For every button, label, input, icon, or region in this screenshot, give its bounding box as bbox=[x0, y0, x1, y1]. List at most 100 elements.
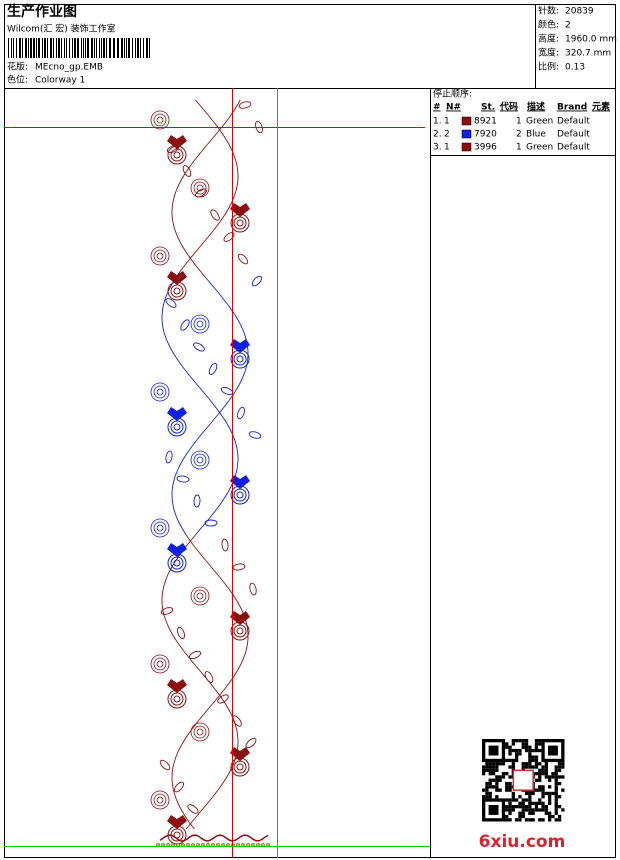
swatch bbox=[461, 116, 472, 126]
vine bbox=[171, 489, 174, 506]
pomegranate bbox=[236, 763, 244, 771]
column-header: # bbox=[433, 103, 441, 113]
vine bbox=[195, 99, 209, 116]
vine bbox=[204, 414, 218, 431]
bar bbox=[140, 38, 141, 58]
leaf bbox=[182, 165, 192, 177]
vine bbox=[232, 594, 243, 611]
leaf bbox=[204, 519, 218, 527]
qr-module bbox=[508, 788, 512, 792]
bar bbox=[128, 38, 130, 58]
qr-module bbox=[515, 748, 519, 753]
bar bbox=[44, 38, 46, 58]
qr-module bbox=[544, 765, 548, 769]
column-header: N# bbox=[446, 103, 461, 113]
vine bbox=[182, 444, 194, 461]
qr-module bbox=[554, 781, 558, 786]
pomegranate bbox=[173, 423, 181, 431]
leaf bbox=[204, 671, 214, 683]
qr-module bbox=[501, 775, 506, 779]
qr-module bbox=[498, 775, 502, 779]
qr-module bbox=[505, 818, 509, 822]
qr-module bbox=[538, 768, 542, 772]
qr-module bbox=[508, 801, 512, 805]
qr-module bbox=[554, 765, 558, 769]
leaf bbox=[174, 781, 184, 793]
qr-module bbox=[521, 808, 525, 812]
flower bbox=[230, 475, 250, 489]
column-header: Brand bbox=[557, 103, 587, 113]
qr-module bbox=[505, 808, 509, 812]
flower bbox=[167, 135, 187, 149]
qr-module bbox=[511, 795, 515, 799]
qr-module bbox=[554, 775, 558, 779]
bar bbox=[146, 38, 148, 58]
spiral bbox=[196, 592, 204, 600]
qr-module bbox=[528, 748, 532, 753]
qr-module bbox=[538, 798, 542, 802]
qr-module bbox=[534, 739, 539, 743]
bar bbox=[22, 38, 23, 58]
vine bbox=[227, 759, 236, 776]
info-label: 宽度: bbox=[538, 47, 559, 59]
qr-module bbox=[531, 818, 535, 822]
qr-module bbox=[551, 791, 555, 796]
qr-module bbox=[485, 785, 489, 789]
qr-module bbox=[528, 752, 532, 756]
qr-module bbox=[524, 739, 529, 743]
qr-module bbox=[488, 785, 492, 789]
vine bbox=[229, 189, 237, 206]
qr-module bbox=[518, 814, 522, 819]
bar bbox=[77, 38, 79, 58]
vine bbox=[193, 804, 207, 821]
vine bbox=[219, 129, 230, 146]
qr-module bbox=[548, 791, 552, 796]
spiral bbox=[153, 521, 167, 535]
bar bbox=[113, 38, 115, 58]
spiral bbox=[156, 252, 164, 260]
qr-module bbox=[485, 762, 489, 766]
qr-module bbox=[495, 781, 499, 786]
bar bbox=[99, 38, 100, 58]
vine bbox=[176, 234, 186, 251]
qr-module bbox=[511, 739, 515, 743]
leaf bbox=[223, 232, 235, 242]
qr-module bbox=[548, 818, 552, 822]
bar bbox=[16, 38, 17, 58]
qr-module bbox=[541, 772, 545, 776]
qr-module bbox=[521, 814, 525, 819]
leaf bbox=[245, 738, 257, 748]
info-value: 2 bbox=[565, 21, 571, 31]
spiral bbox=[153, 793, 167, 807]
qr-module bbox=[521, 742, 525, 746]
info-label: 高度: bbox=[538, 33, 559, 45]
qr-module bbox=[521, 801, 525, 805]
qr-module bbox=[518, 805, 522, 809]
qr-module bbox=[505, 781, 509, 786]
qr-module bbox=[544, 791, 548, 796]
spiral bbox=[193, 453, 207, 467]
bar bbox=[132, 38, 133, 58]
qr-module bbox=[541, 805, 545, 809]
bar bbox=[72, 38, 73, 58]
column-header: 代码 bbox=[499, 101, 518, 113]
qr-module bbox=[511, 808, 515, 812]
vine bbox=[220, 204, 231, 221]
qr-module bbox=[485, 795, 489, 799]
qr-module bbox=[524, 762, 529, 766]
qr-module bbox=[524, 745, 529, 749]
qr-module bbox=[538, 808, 542, 812]
qr-module bbox=[488, 795, 492, 799]
qr-module bbox=[501, 762, 506, 766]
qr-module bbox=[488, 765, 492, 769]
qr-module bbox=[528, 745, 532, 749]
qr-module bbox=[524, 742, 529, 746]
qr-module bbox=[548, 811, 552, 815]
qr-module bbox=[521, 762, 525, 766]
leaf bbox=[176, 475, 190, 483]
bar bbox=[53, 38, 54, 58]
spiral bbox=[190, 314, 210, 334]
pomegranate bbox=[233, 624, 247, 638]
flower bbox=[167, 815, 187, 829]
